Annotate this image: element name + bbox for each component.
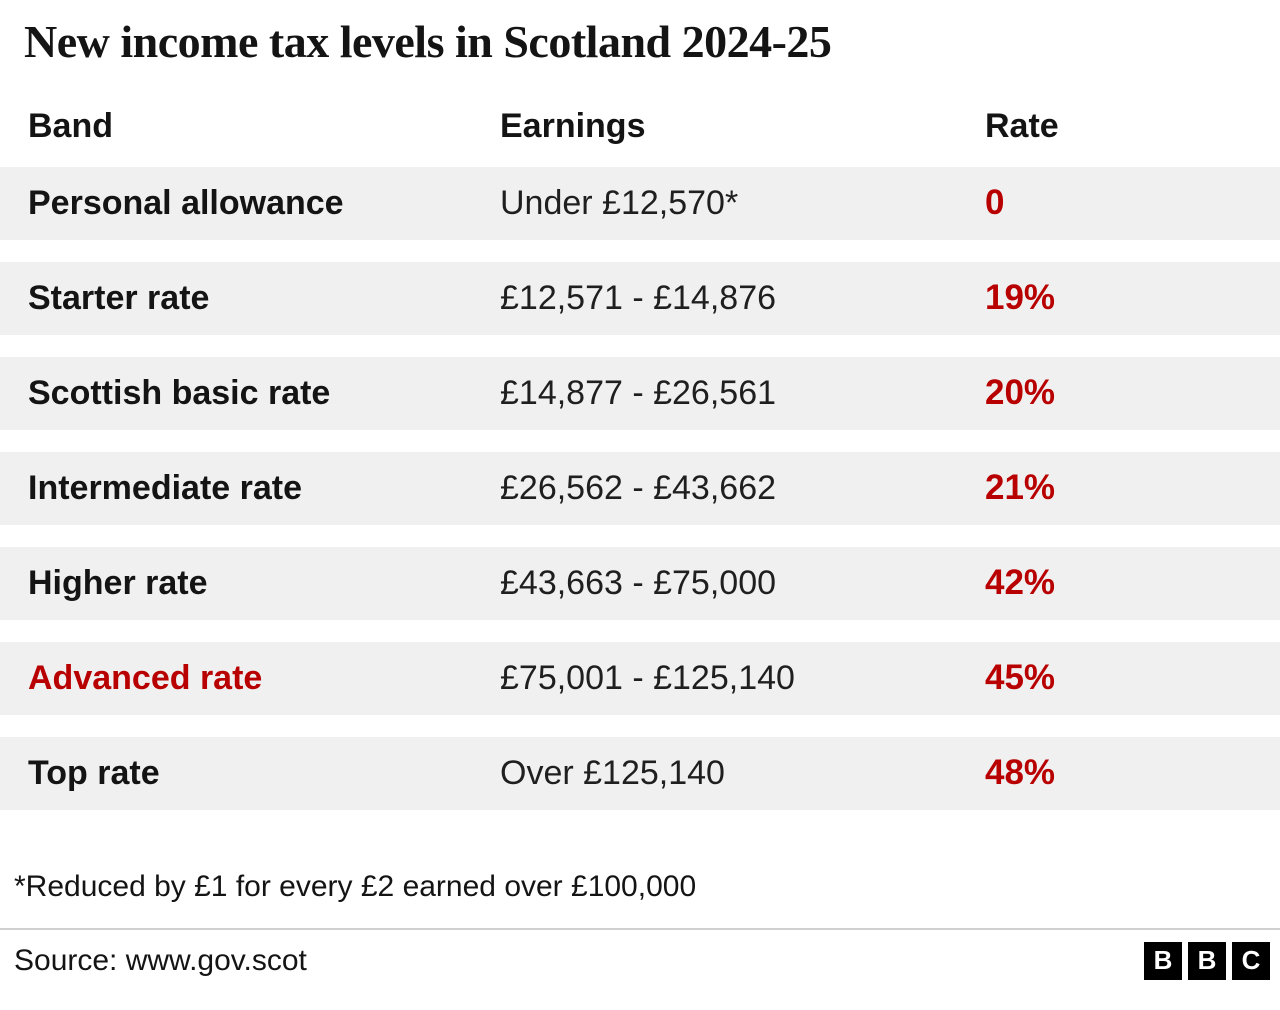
band-cell: Scottish basic rate	[28, 373, 331, 412]
infographic: New income tax levels in Scotland 2024-2…	[0, 16, 1280, 980]
bbc-logo-letter: B	[1188, 941, 1226, 980]
earnings-cell: £14,877 - £26,561	[500, 373, 777, 412]
earnings-cell: £26,562 - £43,662	[500, 468, 777, 507]
table-row: Top rate Over £125,140 48%	[0, 736, 1280, 810]
rate-cell: 48%	[985, 753, 1056, 793]
rate-cell: 19%	[985, 278, 1056, 318]
source: Source: www.gov.scot	[14, 943, 307, 977]
divider	[0, 927, 1280, 930]
rate-cell: 42%	[985, 563, 1056, 603]
column-header-band: Band	[28, 107, 113, 146]
earnings-cell: £75,001 - £125,140	[500, 658, 795, 697]
table-row: Advanced rate £75,001 - £125,140 45%	[0, 641, 1280, 715]
tax-table: Band Earnings Rate Personal allowance Un…	[0, 105, 1280, 810]
table-row: Higher rate £43,663 - £75,000 42%	[0, 546, 1280, 620]
earnings-cell: £43,663 - £75,000	[500, 563, 777, 602]
footnote: *Reduced by £1 for every £2 earned over …	[14, 869, 697, 903]
rate-cell: 0	[985, 183, 1005, 223]
band-cell: Starter rate	[28, 278, 210, 317]
table-header: Band Earnings Rate	[0, 105, 1280, 149]
table-row: Starter rate £12,571 - £14,876 19%	[0, 261, 1280, 335]
rate-cell: 45%	[985, 658, 1056, 698]
band-cell: Intermediate rate	[28, 468, 302, 507]
bbc-logo-letter: B	[1144, 941, 1182, 980]
earnings-cell: Over £125,140	[500, 753, 725, 792]
rate-cell: 21%	[985, 468, 1056, 508]
bbc-logo-letter: C	[1232, 941, 1270, 980]
earnings-cell: Under £12,570*	[500, 183, 739, 222]
band-cell: Advanced rate	[28, 658, 263, 697]
column-header-rate: Rate	[985, 107, 1059, 146]
column-header-earnings: Earnings	[500, 107, 646, 146]
band-cell: Personal allowance	[28, 183, 344, 222]
page-title: New income tax levels in Scotland 2024-2…	[24, 16, 832, 67]
rate-cell: 20%	[985, 373, 1056, 413]
band-cell: Higher rate	[28, 563, 208, 602]
table-body: Personal allowance Under £12,570* 0 Star…	[0, 166, 1280, 810]
table-row: Intermediate rate £26,562 - £43,662 21%	[0, 451, 1280, 525]
table-row: Scottish basic rate £14,877 - £26,561 20…	[0, 356, 1280, 430]
table-row: Personal allowance Under £12,570* 0	[0, 166, 1280, 240]
band-cell: Top rate	[28, 753, 160, 792]
earnings-cell: £12,571 - £14,876	[500, 278, 777, 317]
